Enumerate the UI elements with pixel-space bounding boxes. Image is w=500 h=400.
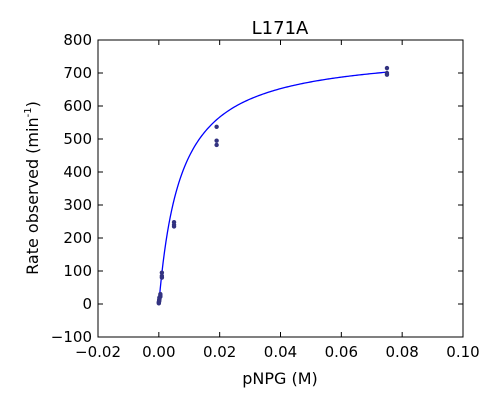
x-tick-label: 0.10 xyxy=(446,343,479,361)
x-tick-label: −0.02 xyxy=(75,343,121,361)
x-axis: −0.02 0.00 0.02 0.04 0.06 0.08 0.10 xyxy=(75,40,480,361)
y-axis-label-suffix: ) xyxy=(23,101,42,107)
plot-area xyxy=(156,65,390,306)
y-tick-label: 100 xyxy=(63,262,92,280)
data-point xyxy=(158,293,163,298)
y-axis-label-prefix: Rate observed (min xyxy=(23,117,42,274)
y-tick-label: 0 xyxy=(82,295,92,313)
data-point xyxy=(214,138,219,143)
y-tick-label: 500 xyxy=(63,130,92,148)
y-axis: −100 0 100 200 300 400 500 600 700 800 xyxy=(51,31,463,346)
x-tick-label: 0.06 xyxy=(325,343,358,361)
fit-curve xyxy=(158,71,388,305)
y-tick-label: 600 xyxy=(63,97,92,115)
data-point xyxy=(171,222,177,227)
x-tick-label: 0.02 xyxy=(203,343,236,361)
data-point xyxy=(214,142,219,148)
chart-title: L171A xyxy=(252,18,309,39)
x-axis-label: pNPG (M) xyxy=(242,369,318,388)
data-point xyxy=(159,270,165,275)
y-tick-label: 300 xyxy=(63,196,92,214)
plot-frame xyxy=(97,39,464,338)
data-point xyxy=(384,65,390,71)
y-axis-label-superscript: -1 xyxy=(23,107,34,117)
y-tick-label: 700 xyxy=(63,64,92,82)
y-tick-label: 200 xyxy=(63,229,92,247)
data-point xyxy=(384,72,390,77)
y-tick-label: 800 xyxy=(63,31,92,49)
x-tick-label: 0.08 xyxy=(385,343,418,361)
x-tick-label: 0.04 xyxy=(264,343,297,361)
data-point xyxy=(159,273,165,279)
y-axis-label: Rate observed (min-1) xyxy=(23,101,42,275)
y-tick-label: 400 xyxy=(63,163,92,181)
data-point xyxy=(214,124,219,129)
x-tick-label: 0.00 xyxy=(142,343,175,361)
y-tick-label: −100 xyxy=(51,328,92,346)
